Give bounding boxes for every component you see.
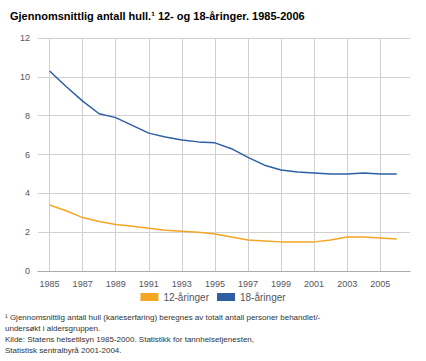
svg-text:12-åringer: 12-åringer — [163, 292, 209, 303]
svg-text:6: 6 — [25, 150, 30, 160]
svg-text:Kilde: Statens helsetilsyn 198: Kilde: Statens helsetilsyn 1985-2000. St… — [5, 335, 254, 344]
svg-text:10: 10 — [20, 72, 30, 82]
svg-text:Gjennomsnittlig antall hull.¹: Gjennomsnittlig antall hull.¹ 12- og 18-… — [10, 10, 305, 22]
svg-text:¹ Gjennomsnittlig antall hull: ¹ Gjennomsnittlig antall hull (karieserf… — [5, 313, 321, 322]
svg-text:1995: 1995 — [205, 279, 225, 289]
svg-text:2005: 2005 — [370, 279, 390, 289]
svg-text:1989: 1989 — [106, 279, 126, 289]
svg-text:1985: 1985 — [40, 279, 60, 289]
svg-text:1987: 1987 — [73, 279, 93, 289]
svg-text:2003: 2003 — [337, 279, 357, 289]
svg-text:2: 2 — [25, 227, 30, 237]
svg-text:1997: 1997 — [238, 279, 258, 289]
svg-text:0: 0 — [25, 266, 30, 276]
svg-text:4: 4 — [25, 188, 30, 198]
svg-text:1999: 1999 — [271, 279, 291, 289]
svg-text:undersøkt i aldersgruppen.: undersøkt i aldersgruppen. — [5, 324, 100, 333]
svg-text:2001: 2001 — [304, 279, 324, 289]
svg-text:8: 8 — [25, 111, 30, 121]
svg-text:18-åringer: 18-åringer — [240, 292, 286, 303]
svg-text:12: 12 — [20, 33, 30, 43]
svg-text:1991: 1991 — [139, 279, 159, 289]
svg-text:1993: 1993 — [172, 279, 192, 289]
svg-text:Statistisk sentralbyrå 2001-20: Statistisk sentralbyrå 2001-2004. — [5, 346, 122, 355]
